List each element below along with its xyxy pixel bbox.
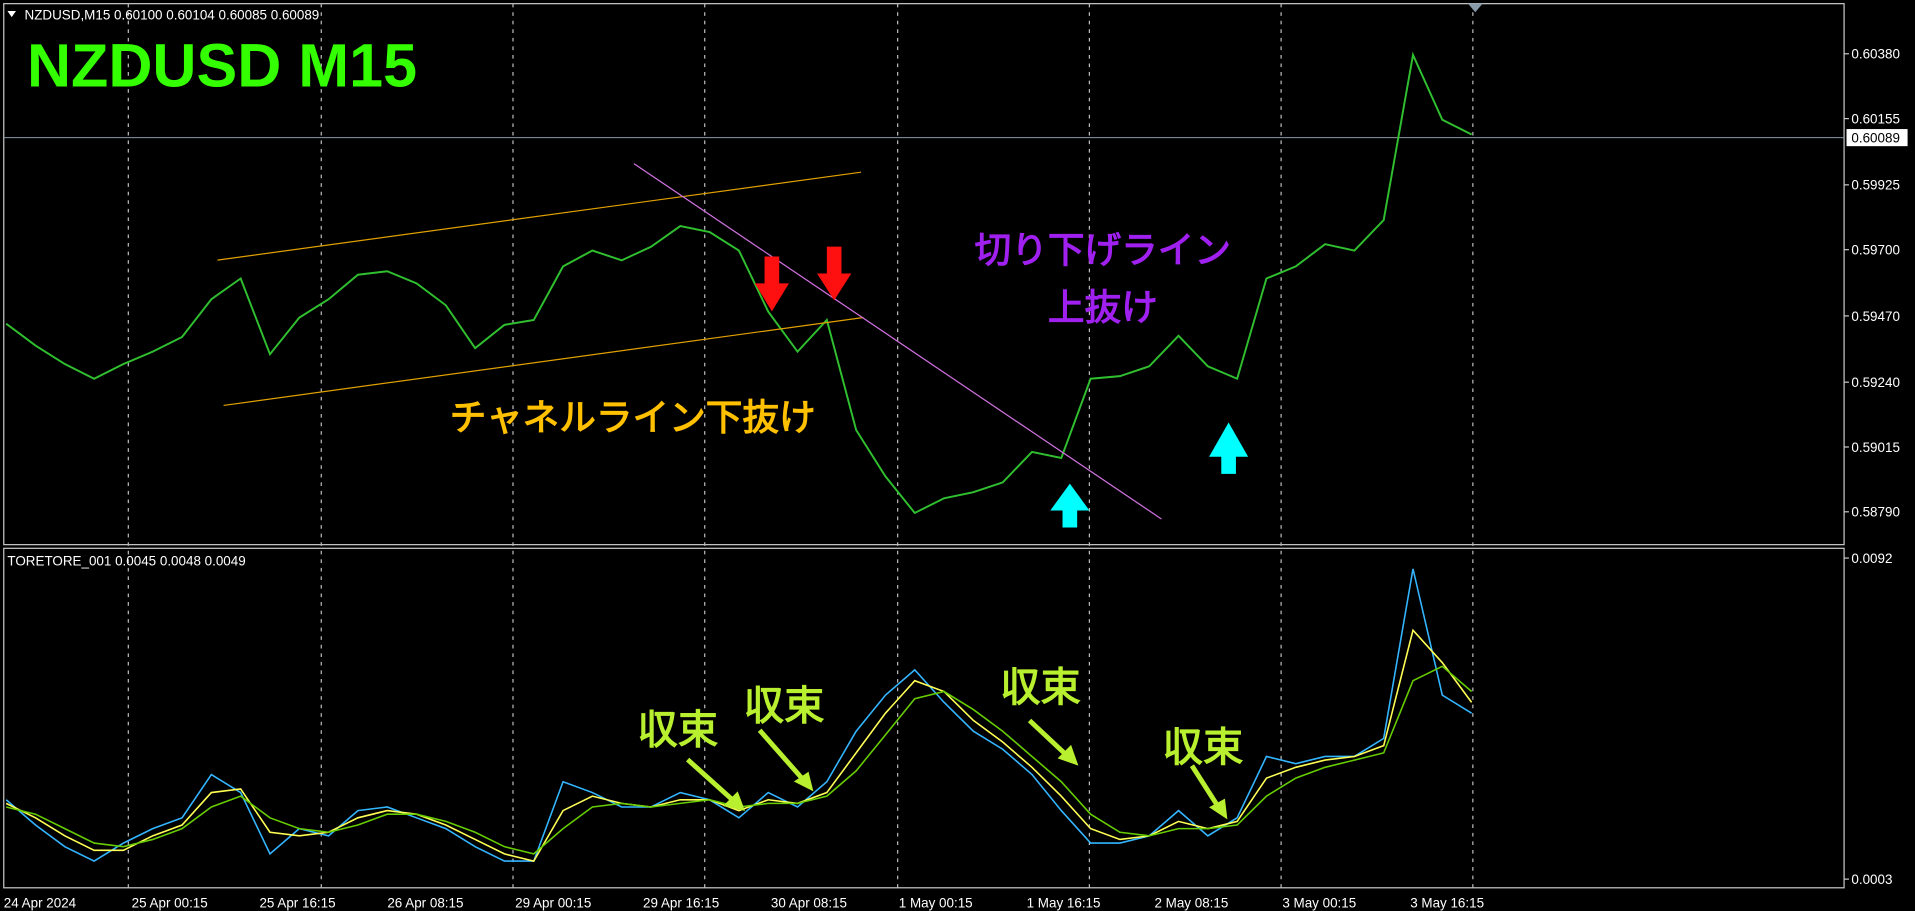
pointer-heads (723, 744, 1228, 820)
annotation: 収束 (638, 707, 719, 754)
chart-title: NZDUSD M15 (27, 32, 417, 100)
arrow-head (1057, 744, 1079, 766)
channel-upper (217, 171, 862, 261)
pointer-arrows (685, 718, 1223, 811)
annotation: 収束 (1000, 664, 1081, 711)
down-trend-line (633, 163, 1162, 520)
channel-lower (223, 316, 864, 407)
sell-arrow (817, 246, 852, 301)
y-tick-label: 0.59240 (1851, 375, 1900, 390)
y-tick-label: 0.60155 (1851, 111, 1900, 126)
current-price-box (1846, 129, 1908, 147)
x-tick-label: 25 Apr 00:15 (132, 895, 208, 910)
y-tick-label: 0.0003 (1851, 872, 1892, 887)
data-line (5, 51, 1473, 515)
x-tick-label: 3 May 00:15 (1282, 895, 1356, 910)
x-tick-label: 25 Apr 16:15 (259, 895, 335, 910)
time-grid (127, 3, 1474, 888)
y-tick-label: 0.59470 (1851, 309, 1900, 324)
arrow-head (793, 771, 814, 792)
y-tick-label: 0.58790 (1851, 505, 1900, 520)
x-tick-label: 29 Apr 00:15 (515, 895, 591, 910)
annotation: 上抜け (1048, 286, 1158, 329)
current-price-label: 0.60089 (1851, 130, 1900, 145)
pointer-arrow (685, 757, 737, 805)
sell-arrow (754, 256, 789, 312)
y-tick-label: 0.60380 (1851, 47, 1900, 62)
y-tick-label: 0.0092 (1851, 551, 1892, 566)
pointer-arrow (757, 728, 807, 784)
price-pane (3, 3, 1845, 546)
annotation: 収束 (1163, 724, 1244, 771)
annotation: 収束 (744, 682, 825, 729)
x-tick-label: 26 Apr 08:15 (387, 895, 463, 910)
buy-arrow (1209, 422, 1249, 474)
x-tick-label: 1 May 00:15 (899, 895, 973, 910)
annotation: チャネルライン下抜け (450, 396, 816, 439)
arrow-head (723, 791, 746, 811)
plot-layer: 0.58790 0.59015 0.59240 0.59470 0.59700 0.599… (3, 47, 1908, 910)
y-tick-label: 0.59700 (1851, 243, 1900, 258)
pointer-arrow (1027, 718, 1071, 759)
x-tick-label: 2 May 08:15 (1154, 895, 1228, 910)
buy-arrow (1050, 483, 1090, 528)
indicator-header: TORETORE_001 0.0045 0.0048 0.0049 (7, 553, 245, 568)
indicator-pane (3, 547, 1845, 889)
chart-header: NZDUSD,M15 0.60100 0.60104 0.60085 0.600… (25, 8, 320, 23)
y-tick-label: 0.59925 (1851, 178, 1900, 193)
x-tick-label: 30 Apr 08:15 (771, 895, 847, 910)
x-tick-label: 3 May 16:15 (1410, 895, 1484, 910)
arrow-head (1209, 798, 1228, 820)
x-tick-label: 1 May 16:15 (1027, 895, 1101, 910)
header-marker (7, 10, 16, 18)
annotation: 切り下げライン (975, 229, 1231, 272)
pointer-arrow (1189, 764, 1223, 811)
x-tick-label: 24 Apr 2024 (4, 895, 77, 910)
shift-marker (1467, 3, 1483, 13)
x-tick-label: 29 Apr 16:15 (643, 895, 719, 910)
y-tick-label: 0.59015 (1851, 440, 1900, 455)
